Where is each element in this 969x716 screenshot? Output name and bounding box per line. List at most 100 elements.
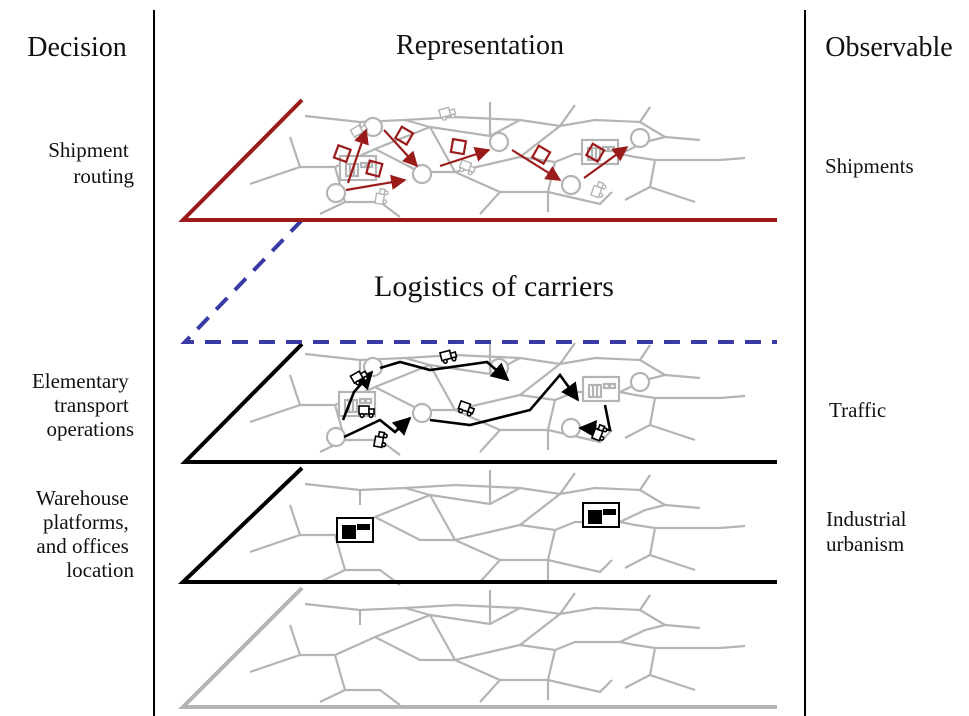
road-segment (479, 429, 501, 453)
node-circle-icon (325, 426, 347, 448)
shipment-arrow (439, 146, 491, 168)
road-segment (619, 152, 746, 162)
base-network-layer (178, 586, 777, 709)
shipment-arrow (346, 128, 369, 184)
road-segment (546, 399, 613, 444)
road-segment (648, 159, 696, 204)
observable-labels: Shipments Traffic Industrial urbanism (825, 154, 914, 556)
carrier-route (379, 360, 510, 382)
node-circle-icon (560, 417, 582, 439)
road-segment (519, 623, 666, 652)
truck-icon (439, 348, 459, 365)
road-segment (454, 658, 548, 682)
parcel-icon (530, 144, 552, 166)
shipment-arrow (511, 149, 562, 181)
warehouse-icon (582, 502, 620, 528)
road-segment (333, 654, 401, 706)
road-segment (639, 594, 651, 611)
road-segment (639, 609, 666, 626)
truck-icon (457, 159, 477, 177)
base-plane (178, 586, 777, 709)
road-segment (304, 352, 641, 366)
warehouse-layer (178, 466, 777, 586)
carrier-route (343, 416, 412, 439)
road-segment (639, 344, 651, 361)
road-segment (304, 602, 641, 616)
decision-elementary-transport: Elementary transport operations (32, 369, 134, 441)
observable-industrial-urbanism: Industrial urbanism (826, 507, 912, 556)
road-segment (619, 640, 746, 650)
carrier-plane (180, 218, 777, 344)
road-segment (639, 489, 666, 506)
road-segment (624, 424, 651, 439)
road-segment (624, 554, 651, 569)
road-segment (619, 390, 746, 400)
warehouse-icon (581, 375, 621, 403)
road-segment (639, 359, 666, 376)
road-segment (559, 342, 576, 365)
road-segment (559, 472, 576, 495)
node-circle-icon (560, 174, 582, 196)
carrier-route (429, 372, 580, 427)
road-segment (624, 186, 651, 201)
road-segment (648, 397, 696, 442)
road-network (249, 470, 746, 586)
header-decision: Decision (27, 32, 127, 63)
shipment-arrow (383, 129, 419, 168)
logistics-label: Logistics of carriers (374, 270, 614, 303)
road-segment (404, 118, 521, 138)
road-segment (639, 121, 666, 138)
road-network (249, 102, 746, 218)
truck-icon (374, 187, 390, 206)
road-segment (559, 104, 576, 127)
parcel-icon (365, 159, 384, 178)
parcel-icon (584, 142, 606, 164)
road-segment (429, 614, 456, 661)
carrier-logistics-layer: Logistics of carriers (180, 218, 777, 344)
road-segment (319, 689, 346, 703)
observable-traffic: Traffic (829, 398, 886, 422)
parcel-icon (449, 137, 468, 156)
node-circle-icon (411, 163, 433, 185)
decision-warehouse: Warehouse platforms, and offices locatio… (36, 486, 135, 582)
road-segment (664, 135, 701, 142)
decision-labels: Shipment routing Elementary transport op… (32, 138, 135, 582)
transport-plane (180, 342, 777, 464)
parcel-icon (393, 125, 415, 147)
transport-layer (180, 340, 777, 464)
road-segment (648, 527, 696, 572)
road-segment (559, 592, 576, 615)
road-network (249, 340, 746, 456)
road-segment (546, 529, 613, 574)
road-segment (333, 404, 401, 456)
node-circle-icon (629, 127, 651, 149)
header-representation: Representation (396, 30, 564, 61)
road-segment (404, 486, 521, 506)
carrier-route (578, 404, 612, 439)
road-network (249, 590, 746, 706)
road-segment (664, 623, 701, 630)
decision-shipment-routing: Shipment routing (48, 138, 134, 188)
warehouse-icon (338, 154, 378, 182)
road-segment (429, 364, 456, 411)
node-circle-icon (411, 402, 433, 424)
shipment-arrow (583, 146, 629, 179)
road-segment (304, 482, 641, 496)
road-segment (479, 679, 501, 703)
shipment-layer (178, 98, 777, 222)
road-segment (288, 624, 302, 656)
road-segment (479, 559, 501, 583)
header-observable: Observable (825, 32, 953, 63)
truck-icon (590, 180, 608, 200)
road-segment (429, 494, 456, 541)
warehouse-plane (178, 466, 777, 584)
road-segment (288, 136, 302, 168)
road-segment (664, 503, 701, 510)
road-segment (648, 647, 696, 692)
road-segment (404, 606, 521, 626)
road-segment (333, 534, 401, 586)
road-segment (624, 674, 651, 689)
road-segment (619, 520, 746, 530)
